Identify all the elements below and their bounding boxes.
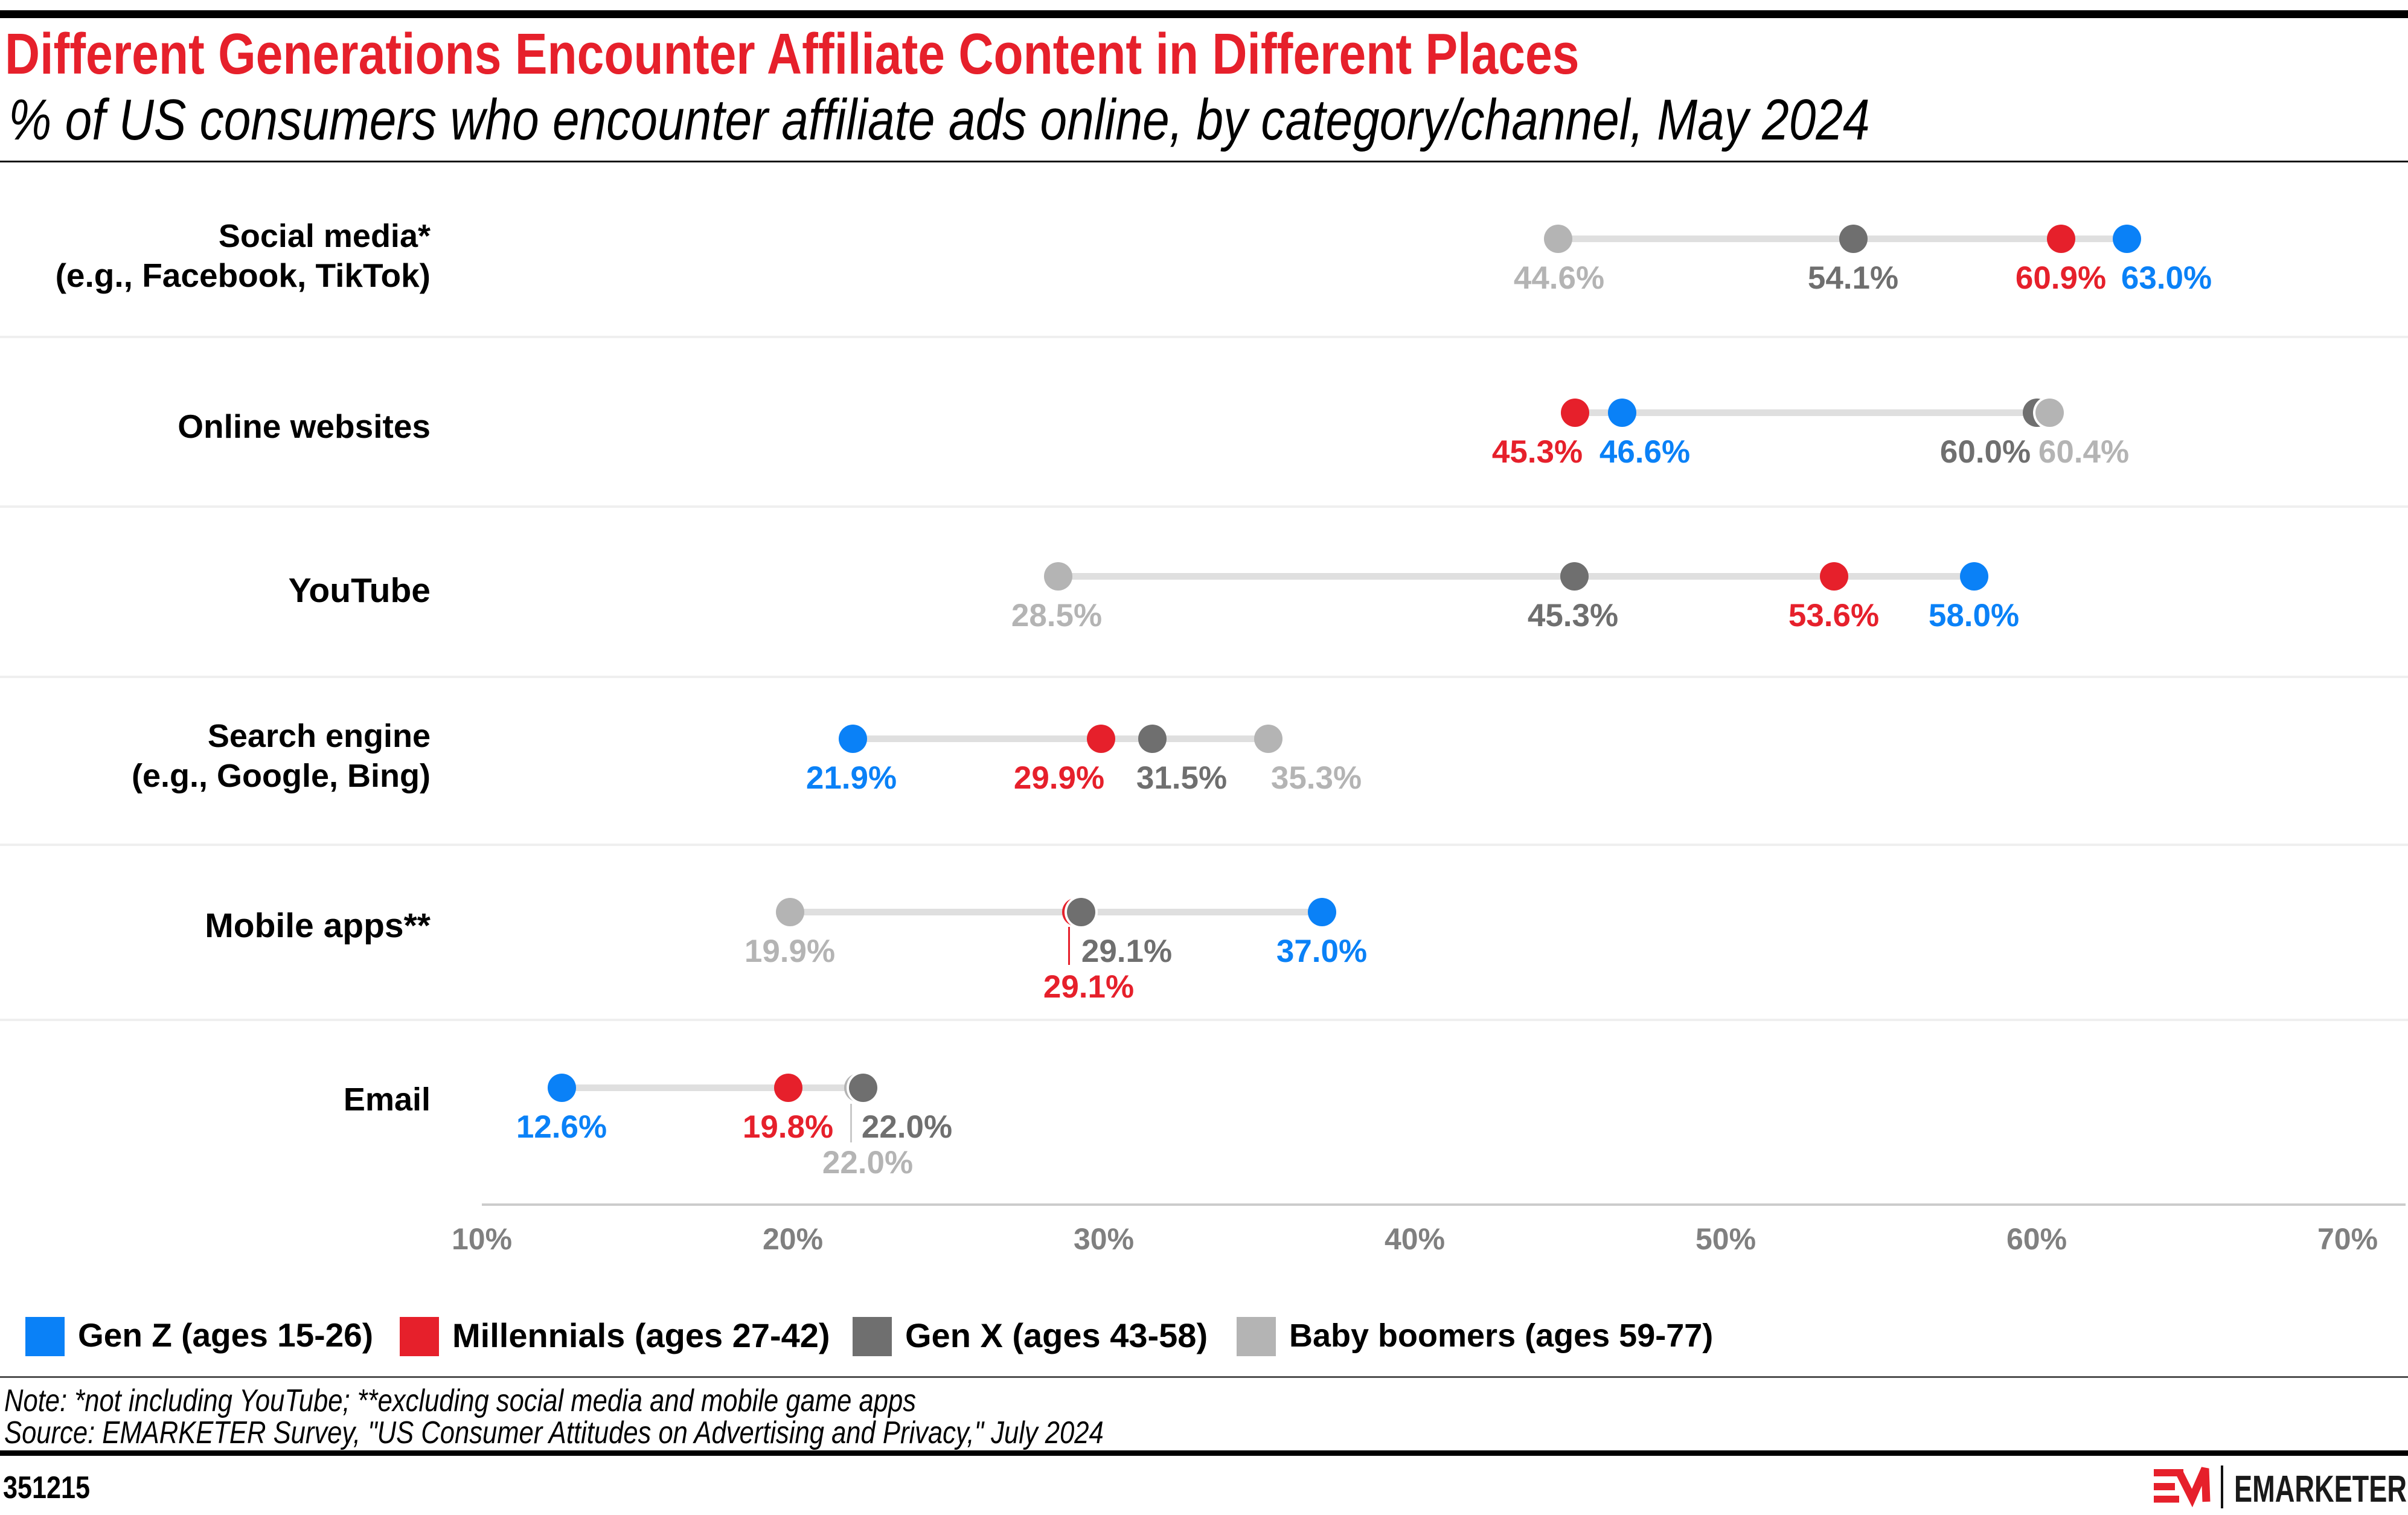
svg-text:EMARKETER: EMARKETER [2234,1469,2407,1510]
